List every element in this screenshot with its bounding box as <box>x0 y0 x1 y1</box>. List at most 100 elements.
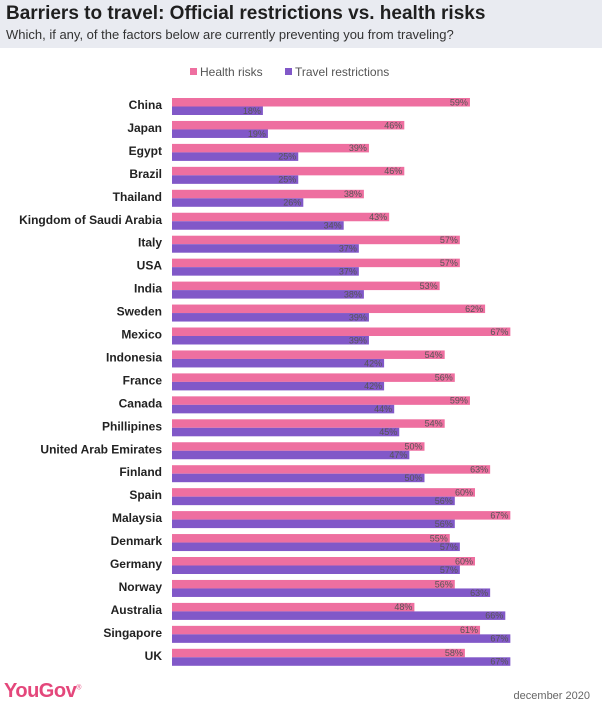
bar-travel-restrictions-usa <box>172 267 359 276</box>
bar-health-risks-singapore <box>172 625 481 635</box>
bar-health-risks-spain <box>172 488 475 497</box>
category-label-thailand: Thailand <box>113 190 162 204</box>
bar-health-risks-france <box>172 373 455 382</box>
bar-health-risks-indonesia <box>172 350 445 359</box>
category-label-germany: Germany <box>110 557 162 571</box>
bar-health-risks-japan <box>172 120 405 130</box>
bar-health-risks-uk <box>172 648 465 658</box>
value-label-travel-restrictions-indonesia: 42% <box>364 358 382 368</box>
value-label-travel-restrictions-germany: 57% <box>440 565 458 575</box>
bar-travel-restrictions-canada <box>172 404 395 414</box>
value-label-health-risks-singapore: 61% <box>460 625 478 635</box>
value-label-health-risks-brazil: 46% <box>384 166 402 176</box>
category-label-australia: Australia <box>111 603 163 617</box>
value-label-travel-restrictions-sweden: 39% <box>349 312 367 322</box>
value-label-travel-restrictions-france: 42% <box>364 381 382 391</box>
value-label-travel-restrictions-malaysia: 56% <box>435 519 453 529</box>
bar-travel-restrictions-germany <box>172 565 460 574</box>
chart-subtitle: Which, if any, of the factors below are … <box>6 27 454 42</box>
bar-health-risks-china <box>172 98 470 107</box>
value-label-health-risks-usa: 57% <box>440 258 458 268</box>
category-label-malaysia: Malaysia <box>112 511 162 525</box>
bar-health-risks-thailand <box>172 189 364 199</box>
value-label-travel-restrictions-italy: 37% <box>339 244 357 254</box>
bar-health-risks-usa <box>172 258 460 268</box>
value-label-health-risks-finland: 63% <box>470 465 488 475</box>
category-label-norway: Norway <box>119 580 163 594</box>
legend-swatch-health-risks <box>190 68 197 75</box>
bar-health-risks-australia <box>172 602 415 612</box>
chart-title: Barriers to travel: Official restriction… <box>6 3 486 24</box>
yougov-logo: YouGov® <box>4 680 81 703</box>
value-label-travel-restrictions-india: 38% <box>344 289 362 299</box>
value-label-travel-restrictions-kingdom-of-saudi-arabia: 34% <box>324 221 342 231</box>
bar-travel-restrictions-denmark <box>172 542 460 552</box>
category-label-italy: Italy <box>138 236 162 250</box>
value-label-health-risks-sweden: 62% <box>465 304 483 314</box>
bar-travel-restrictions-japan <box>172 129 268 138</box>
bar-travel-restrictions-mexico <box>172 336 369 345</box>
bar-travel-restrictions-egypt <box>172 152 299 161</box>
category-label-united-arab-emirates: United Arab Emirates <box>40 442 162 456</box>
bar-travel-restrictions-france <box>172 381 385 391</box>
category-label-kingdom-of-saudi-arabia: Kingdom of Saudi Arabia <box>19 213 162 227</box>
value-label-travel-restrictions-thailand: 26% <box>283 198 301 208</box>
value-label-health-risks-thailand: 38% <box>344 189 362 199</box>
bar-travel-restrictions-malaysia <box>172 519 455 529</box>
bar-travel-restrictions-thailand <box>172 198 304 207</box>
value-label-travel-restrictions-phillipines: 45% <box>379 427 397 437</box>
bar-travel-restrictions-kingdom-of-saudi-arabia <box>172 221 344 230</box>
value-label-health-risks-france: 56% <box>435 373 453 383</box>
bar-health-risks-phillipines <box>172 419 445 428</box>
value-label-health-risks-malaysia: 67% <box>490 510 508 520</box>
value-label-travel-restrictions-china: 18% <box>243 106 261 116</box>
category-label-usa: USA <box>137 259 163 273</box>
value-label-travel-restrictions-canada: 44% <box>374 404 392 414</box>
bar-health-risks-canada <box>172 396 470 405</box>
category-label-indonesia: Indonesia <box>106 350 162 364</box>
bar-travel-restrictions-china <box>172 106 263 115</box>
bar-travel-restrictions-united-arab-emirates <box>172 450 410 460</box>
bar-travel-restrictions-norway <box>172 588 491 597</box>
category-label-india: India <box>134 282 162 296</box>
category-label-egypt: Egypt <box>129 144 162 158</box>
value-label-health-risks-india: 53% <box>420 281 438 291</box>
bar-health-risks-egypt <box>172 143 369 153</box>
value-label-health-risks-canada: 59% <box>450 396 468 406</box>
bar-travel-restrictions-singapore <box>172 634 511 643</box>
category-label-phillipines: Phillipines <box>102 419 162 433</box>
value-label-travel-restrictions-australia: 66% <box>485 611 503 621</box>
category-label-finland: Finland <box>119 465 162 479</box>
value-label-health-risks-mexico: 67% <box>490 327 508 337</box>
value-label-health-risks-uk: 58% <box>445 648 463 658</box>
value-label-travel-restrictions-uk: 67% <box>490 657 508 667</box>
value-label-health-risks-italy: 57% <box>440 235 458 245</box>
bar-travel-restrictions-indonesia <box>172 358 385 368</box>
bar-health-risks-kingdom-of-saudi-arabia <box>172 212 390 222</box>
bars-group: China 59% 18% Japan 46% 19% Egypt 39% 25% Brazil 4… <box>19 97 511 667</box>
category-label-denmark: Denmark <box>111 534 163 548</box>
bar-health-risks-malaysia <box>172 511 511 520</box>
value-label-health-risks-indonesia: 54% <box>425 350 443 360</box>
bar-travel-restrictions-sweden <box>172 313 369 322</box>
legend-swatch-travel-restrictions <box>285 68 292 75</box>
header-banner <box>0 0 602 48</box>
bar-health-risks-india <box>172 281 440 291</box>
category-label-canada: Canada <box>119 396 163 410</box>
bar-travel-restrictions-uk <box>172 657 511 666</box>
bar-travel-restrictions-spain <box>172 496 455 506</box>
legend: Health risks Travel restrictions <box>190 65 389 79</box>
bar-health-risks-finland <box>172 465 491 474</box>
value-label-health-risks-australia: 48% <box>394 602 412 612</box>
category-label-spain: Spain <box>129 488 162 502</box>
bar-travel-restrictions-finland <box>172 473 425 483</box>
category-label-china: China <box>129 98 163 112</box>
value-label-health-risks-united-arab-emirates: 50% <box>404 442 422 452</box>
value-label-health-risks-egypt: 39% <box>349 143 367 153</box>
bar-health-risks-brazil <box>172 166 405 176</box>
value-label-health-risks-denmark: 55% <box>430 533 448 543</box>
category-label-singapore: Singapore <box>103 626 162 640</box>
bar-health-risks-germany <box>172 557 475 566</box>
category-label-france: France <box>123 373 163 387</box>
value-label-travel-restrictions-norway: 63% <box>470 588 488 598</box>
